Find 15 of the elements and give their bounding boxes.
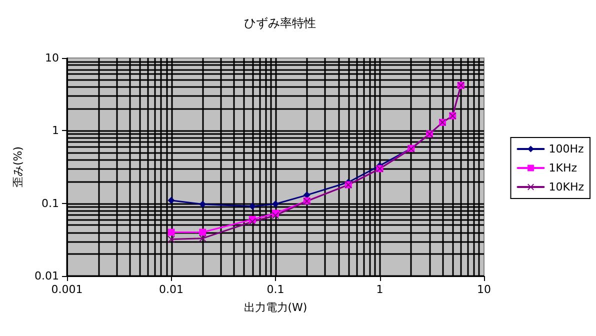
x-tick-label: 10 <box>477 283 491 296</box>
y-tick-label: 10 <box>45 52 59 64</box>
y-tick-label: 0.1 <box>42 196 59 210</box>
x-tick-label: 0.01 <box>159 283 184 296</box>
y-tick-label: 1 <box>52 124 59 138</box>
x-axis-title: 出力電力(W) <box>244 301 308 314</box>
x-tick-label: 0.001 <box>51 283 83 296</box>
legend-label: 1KHz <box>548 162 578 174</box>
x-tick-label: 0.1 <box>266 283 284 296</box>
legend-label: 100Hz <box>548 142 584 156</box>
x-tick-label: 1 <box>376 283 384 296</box>
chart-title: ひずみ率特性 <box>244 16 316 30</box>
legend-label: 10KHz <box>548 180 584 194</box>
y-axis-title: 歪み(%) <box>12 146 25 188</box>
y-tick-label: 0.01 <box>34 270 59 282</box>
